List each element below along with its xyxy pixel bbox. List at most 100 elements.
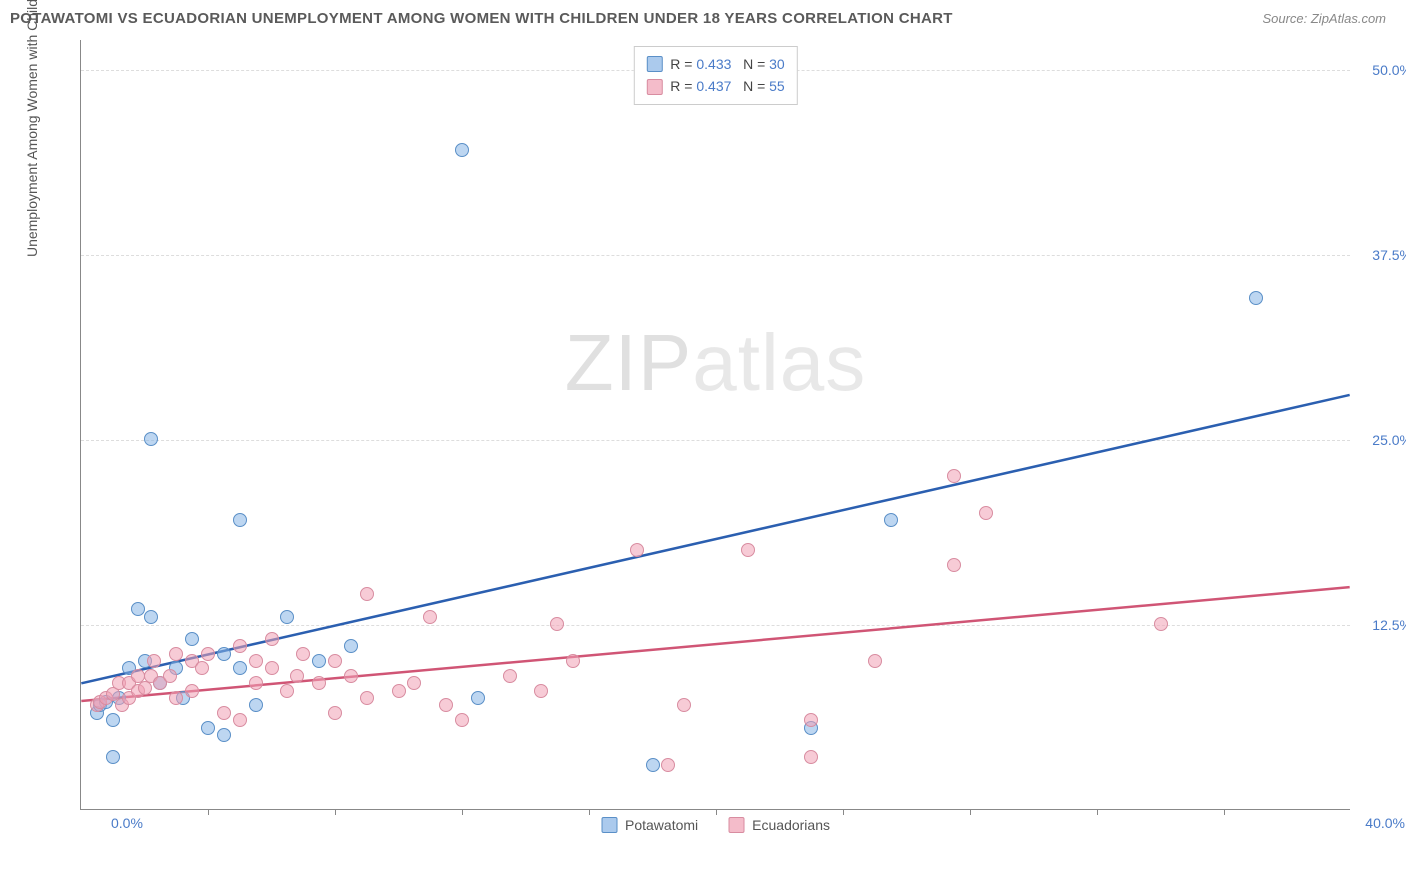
legend-stats-2: R = 0.437 N = 55 — [670, 75, 784, 97]
data-point — [265, 661, 279, 675]
data-point — [804, 713, 818, 727]
data-point — [360, 587, 374, 601]
data-point — [423, 610, 437, 624]
data-point — [280, 684, 294, 698]
data-point — [290, 669, 304, 683]
data-point — [947, 469, 961, 483]
data-point — [233, 661, 247, 675]
y-tick-label: 12.5% — [1372, 617, 1406, 633]
trend-lines — [81, 40, 1350, 809]
data-point — [455, 713, 469, 727]
data-point — [868, 654, 882, 668]
data-point — [233, 639, 247, 653]
correlation-legend: R = 0.433 N = 30 R = 0.437 N = 55 — [633, 46, 797, 105]
legend-label-2: Ecuadorians — [752, 817, 830, 833]
data-point — [1154, 617, 1168, 631]
plot-area: ZIPatlas 12.5%25.0%37.5%50.0% R = 0.433 … — [80, 40, 1350, 810]
x-tick — [716, 809, 717, 815]
y-tick-label: 50.0% — [1372, 62, 1406, 78]
legend-row-1: R = 0.433 N = 30 — [646, 53, 784, 75]
gridline — [81, 440, 1350, 441]
y-axis-title: Unemployment Among Women with Children U… — [24, 0, 40, 257]
data-point — [233, 713, 247, 727]
data-point — [550, 617, 564, 631]
swatch-series-1 — [646, 56, 662, 72]
data-point — [884, 513, 898, 527]
data-point — [328, 654, 342, 668]
data-point — [1249, 291, 1263, 305]
data-point — [169, 691, 183, 705]
data-point — [804, 750, 818, 764]
watermark: ZIPatlas — [565, 317, 866, 409]
data-point — [455, 143, 469, 157]
data-point — [630, 543, 644, 557]
chart-title: POTAWATOMI VS ECUADORIAN UNEMPLOYMENT AM… — [10, 10, 953, 27]
data-point — [280, 610, 294, 624]
data-point — [185, 632, 199, 646]
data-point — [566, 654, 580, 668]
x-axis-max-label: 40.0% — [1365, 815, 1405, 831]
swatch-icon — [728, 817, 744, 833]
data-point — [344, 669, 358, 683]
swatch-series-2 — [646, 79, 662, 95]
data-point — [249, 654, 263, 668]
x-tick — [1224, 809, 1225, 815]
data-point — [360, 691, 374, 705]
data-point — [217, 647, 231, 661]
chart-container: Unemployment Among Women with Children U… — [50, 40, 1390, 835]
data-point — [106, 750, 120, 764]
data-point — [249, 676, 263, 690]
x-tick — [589, 809, 590, 815]
x-tick — [1097, 809, 1098, 815]
x-tick — [462, 809, 463, 815]
swatch-icon — [601, 817, 617, 833]
legend-item-1: Potawatomi — [601, 817, 698, 833]
gridline — [81, 255, 1350, 256]
x-axis-min-label: 0.0% — [111, 815, 143, 831]
y-tick-label: 37.5% — [1372, 247, 1406, 263]
data-point — [163, 669, 177, 683]
data-point — [328, 706, 342, 720]
watermark-bold: ZIP — [565, 318, 692, 407]
data-point — [201, 647, 215, 661]
data-point — [233, 513, 247, 527]
data-point — [217, 728, 231, 742]
data-point — [195, 661, 209, 675]
data-point — [947, 558, 961, 572]
legend-stats-1: R = 0.433 N = 30 — [670, 53, 784, 75]
y-tick-label: 25.0% — [1372, 432, 1406, 448]
data-point — [439, 698, 453, 712]
data-point — [471, 691, 485, 705]
legend-row-2: R = 0.437 N = 55 — [646, 75, 784, 97]
x-tick — [970, 809, 971, 815]
data-point — [169, 647, 183, 661]
data-point — [661, 758, 675, 772]
data-point — [144, 610, 158, 624]
data-point — [392, 684, 406, 698]
series-legend: Potawatomi Ecuadorians — [601, 817, 830, 833]
chart-header: POTAWATOMI VS ECUADORIAN UNEMPLOYMENT AM… — [0, 0, 1406, 35]
data-point — [677, 698, 691, 712]
legend-label-1: Potawatomi — [625, 817, 698, 833]
data-point — [979, 506, 993, 520]
x-tick — [208, 809, 209, 815]
data-point — [534, 684, 548, 698]
data-point — [344, 639, 358, 653]
data-point — [249, 698, 263, 712]
data-point — [312, 654, 326, 668]
data-point — [217, 706, 231, 720]
data-point — [185, 684, 199, 698]
data-point — [741, 543, 755, 557]
data-point — [296, 647, 310, 661]
data-point — [144, 432, 158, 446]
data-point — [201, 721, 215, 735]
x-tick — [335, 809, 336, 815]
data-point — [265, 632, 279, 646]
data-point — [646, 758, 660, 772]
source-attribution: Source: ZipAtlas.com — [1262, 11, 1386, 26]
data-point — [147, 654, 161, 668]
x-tick — [843, 809, 844, 815]
data-point — [312, 676, 326, 690]
data-point — [407, 676, 421, 690]
watermark-thin: atlas — [692, 318, 866, 407]
